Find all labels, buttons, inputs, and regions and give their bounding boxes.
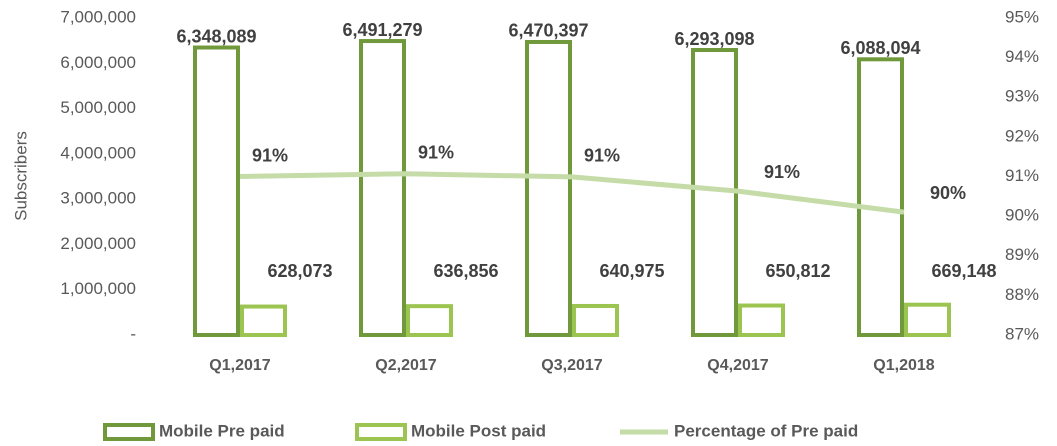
legend-label: Mobile Pre paid: [159, 421, 285, 440]
x-tick-label: Q2,2017: [375, 357, 436, 374]
x-tick-label: Q3,2017: [541, 357, 602, 374]
data-label: 669,148: [932, 261, 997, 281]
y2-tick-label: 92%: [1005, 126, 1039, 145]
legend-label: Mobile Post paid: [411, 421, 546, 440]
y-tick-label: 1,000,000: [60, 279, 136, 298]
x-tick-label: Q4,2017: [707, 357, 768, 374]
data-label: 90%: [930, 183, 966, 203]
data-label: 6,470,397: [508, 21, 588, 41]
y2-tick-label: 91%: [1005, 166, 1039, 185]
data-label: 640,975: [600, 261, 665, 281]
data-label: 91%: [252, 145, 288, 165]
data-label: 6,491,279: [342, 20, 422, 40]
y-tick-label: 7,000,000: [60, 7, 136, 26]
data-label: 91%: [764, 162, 800, 182]
y-tick-label: 4,000,000: [60, 143, 136, 162]
bar: [406, 304, 453, 337]
data-label: 6,348,089: [176, 26, 256, 46]
data-label: 628,073: [268, 261, 333, 281]
y-tick-label: 3,000,000: [60, 189, 136, 208]
data-label: 91%: [418, 142, 454, 162]
bar: [193, 45, 240, 338]
x-tick-label: Q1,2018: [873, 357, 934, 374]
y2-tick-label: 88%: [1005, 285, 1039, 304]
bar: [572, 303, 619, 338]
data-label: 6,293,098: [674, 29, 754, 49]
data-label: 6,088,094: [840, 38, 920, 58]
y-tick-label: 6,000,000: [60, 53, 136, 72]
y2-tick-label: 89%: [1005, 245, 1039, 264]
y-axis-label: Subscribers: [11, 131, 30, 221]
y2-tick-label: 95%: [1005, 7, 1039, 26]
y-tick-label: 2,000,000: [60, 234, 136, 253]
data-label: 636,856: [434, 261, 499, 281]
bar: [525, 39, 572, 337]
bar: [738, 303, 785, 338]
y2-tick-label: 93%: [1005, 87, 1039, 106]
y2-tick-label: 87%: [1005, 324, 1039, 343]
y-tick-label: 5,000,000: [60, 98, 136, 117]
bar: [904, 302, 951, 337]
bar: [857, 57, 904, 337]
legend-label: Percentage of Pre paid: [674, 421, 858, 440]
line: [239, 171, 905, 215]
bar: [359, 39, 406, 338]
y-tick-label: -: [130, 324, 136, 343]
legend-swatch: [355, 423, 407, 441]
y2-tick-label: 90%: [1005, 206, 1039, 225]
data-label: 91%: [584, 146, 620, 166]
data-label: 650,812: [766, 261, 831, 281]
y2-tick-label: 94%: [1005, 47, 1039, 66]
bar: [240, 304, 287, 337]
x-tick-label: Q1,2017: [209, 357, 270, 374]
legend-swatch: [103, 423, 155, 441]
